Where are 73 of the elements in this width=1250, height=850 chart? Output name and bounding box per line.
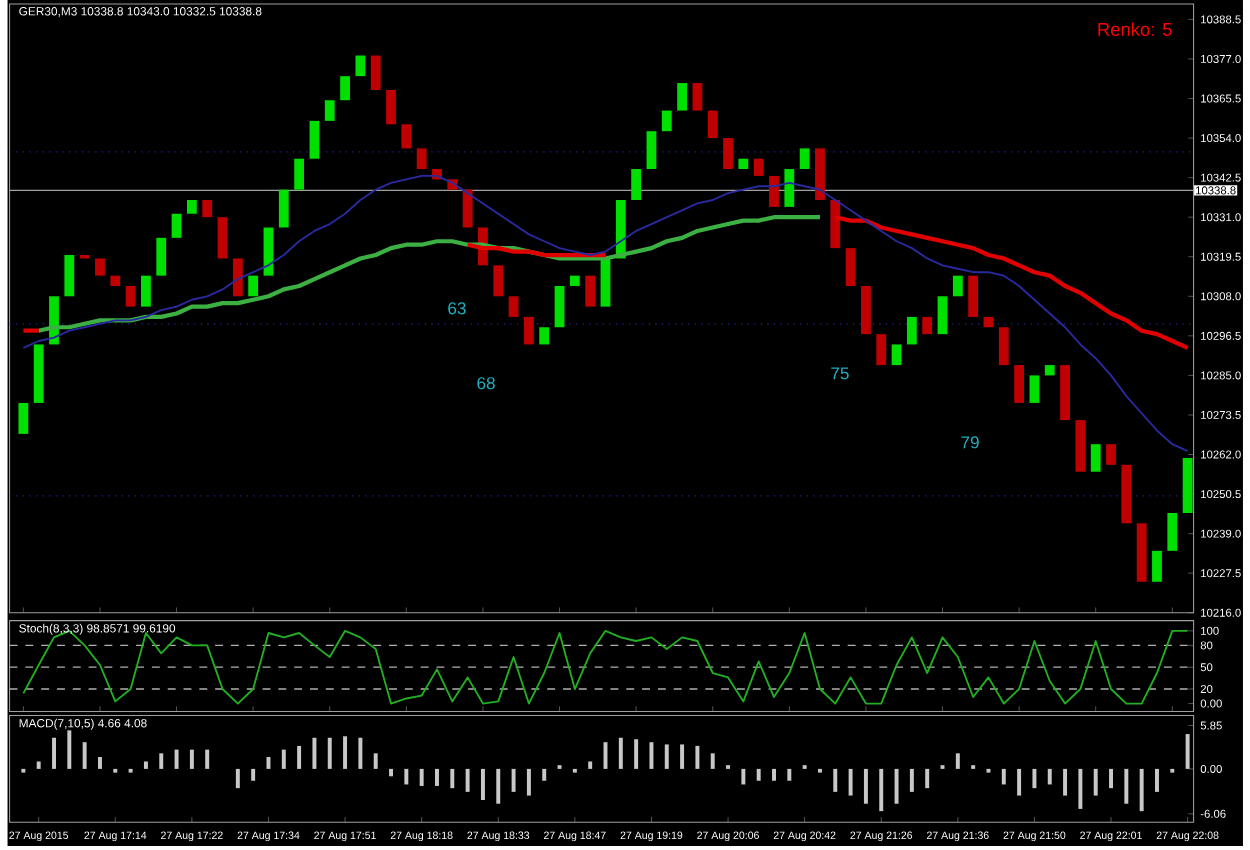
bar bbox=[539, 327, 550, 345]
bar bbox=[1182, 457, 1193, 514]
bar bbox=[631, 169, 642, 201]
bar bbox=[217, 217, 228, 259]
bar bbox=[386, 89, 396, 125]
bar bbox=[707, 110, 718, 139]
bar bbox=[554, 286, 565, 328]
bar bbox=[1075, 420, 1086, 472]
bar bbox=[784, 169, 795, 207]
bar bbox=[64, 255, 75, 297]
bar bbox=[493, 265, 504, 297]
bar bbox=[462, 189, 473, 228]
bar bbox=[585, 275, 596, 307]
bar bbox=[1029, 375, 1040, 403]
bar bbox=[186, 200, 197, 214]
bar bbox=[1167, 513, 1178, 551]
bar bbox=[753, 158, 764, 176]
bar bbox=[876, 334, 887, 366]
bar bbox=[569, 275, 580, 287]
bar bbox=[125, 286, 136, 307]
bar bbox=[202, 200, 213, 218]
bar bbox=[692, 83, 703, 111]
bar bbox=[355, 55, 366, 77]
bar bbox=[278, 189, 289, 228]
bar bbox=[523, 316, 534, 345]
bar bbox=[677, 83, 687, 111]
bar bbox=[416, 148, 427, 170]
annotation: 63 bbox=[448, 302, 466, 315]
bar bbox=[845, 248, 856, 287]
bar bbox=[1152, 550, 1162, 582]
bar bbox=[891, 344, 902, 366]
bar bbox=[738, 158, 749, 170]
bar bbox=[141, 275, 151, 307]
bar bbox=[232, 258, 243, 297]
bar bbox=[968, 275, 979, 317]
bar bbox=[18, 402, 29, 434]
bar bbox=[952, 275, 963, 297]
bar bbox=[922, 316, 933, 335]
bar bbox=[998, 327, 1009, 366]
bar bbox=[661, 110, 672, 132]
bar bbox=[340, 76, 350, 101]
bar bbox=[1106, 444, 1116, 465]
bar bbox=[937, 296, 948, 335]
bar bbox=[1014, 365, 1024, 403]
bar bbox=[508, 296, 519, 317]
annotation: 75 bbox=[831, 367, 849, 380]
bar bbox=[110, 275, 121, 287]
bar bbox=[861, 286, 871, 335]
bar bbox=[646, 131, 657, 170]
annotation: Renko: 5 bbox=[1098, 22, 1172, 36]
bar bbox=[1060, 365, 1070, 421]
bar bbox=[830, 200, 841, 249]
bar bbox=[799, 148, 810, 170]
bar bbox=[370, 55, 381, 90]
bar bbox=[401, 124, 412, 149]
annotation: 68 bbox=[477, 377, 495, 390]
bar bbox=[95, 258, 105, 276]
bar bbox=[294, 158, 304, 190]
bar bbox=[1090, 444, 1101, 472]
bar bbox=[33, 344, 44, 403]
bar bbox=[1136, 523, 1147, 582]
bar bbox=[723, 138, 733, 170]
annotation: 79 bbox=[961, 436, 979, 449]
bar bbox=[156, 237, 167, 276]
bar bbox=[309, 120, 320, 159]
bar bbox=[248, 275, 259, 297]
bar bbox=[171, 213, 182, 238]
bar bbox=[324, 100, 335, 121]
bar bbox=[769, 175, 779, 207]
bar bbox=[906, 316, 917, 345]
bar bbox=[1044, 365, 1055, 376]
bar bbox=[1121, 464, 1132, 524]
bar bbox=[815, 148, 825, 201]
